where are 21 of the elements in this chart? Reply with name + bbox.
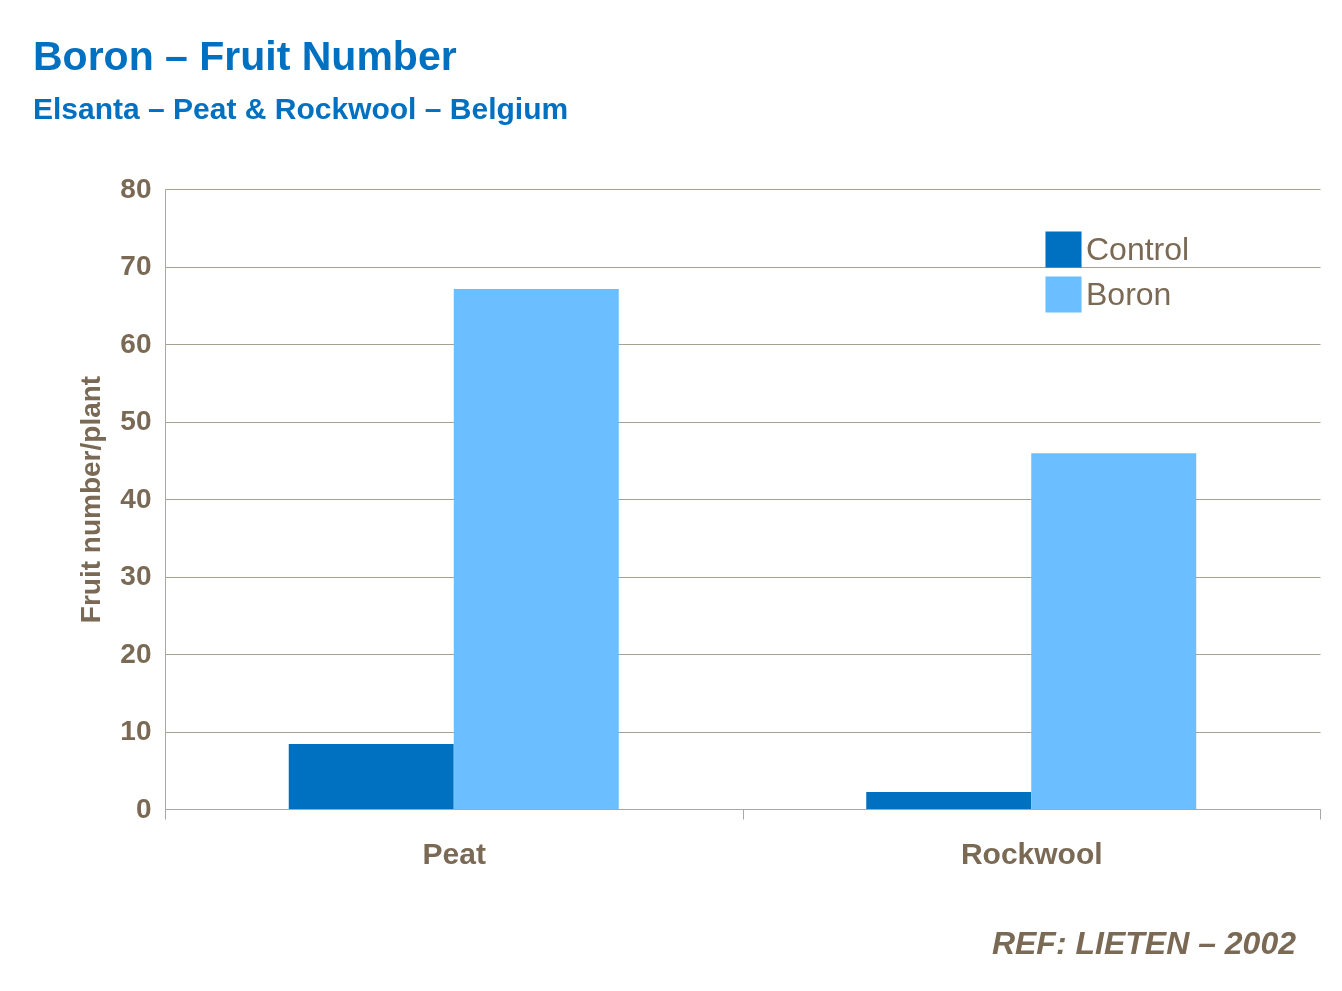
legend-label: Boron [1086, 275, 1172, 312]
y-tick-label: 30 [120, 560, 152, 591]
bar [866, 791, 1032, 809]
y-tick-label: 60 [120, 327, 152, 359]
bar [1031, 453, 1197, 809]
y-axis-title: Fruit number/plant [75, 375, 107, 624]
chart-subtitle: Elsanta – Peat & Rockwool – Belgium [33, 92, 569, 126]
x-tick-label: Peat [422, 836, 486, 870]
y-tick-label: 0 [135, 792, 152, 824]
y-tick-label: 20 [120, 637, 152, 669]
legend-label: Control [1086, 230, 1190, 267]
bar [453, 288, 619, 809]
text: REF: LIETEN – 2002 [991, 925, 1296, 962]
y-tick-label: 50 [120, 405, 152, 436]
y-tick-label: 80 [120, 172, 152, 204]
y-tick-label: 40 [120, 482, 152, 514]
y-tick-label: 10 [120, 715, 152, 746]
chart-title: Boron – Fruit Number [33, 33, 457, 80]
x-tick-label: Rockwool [960, 836, 1103, 870]
y-tick-label: 70 [120, 250, 152, 281]
bar [288, 743, 454, 809]
